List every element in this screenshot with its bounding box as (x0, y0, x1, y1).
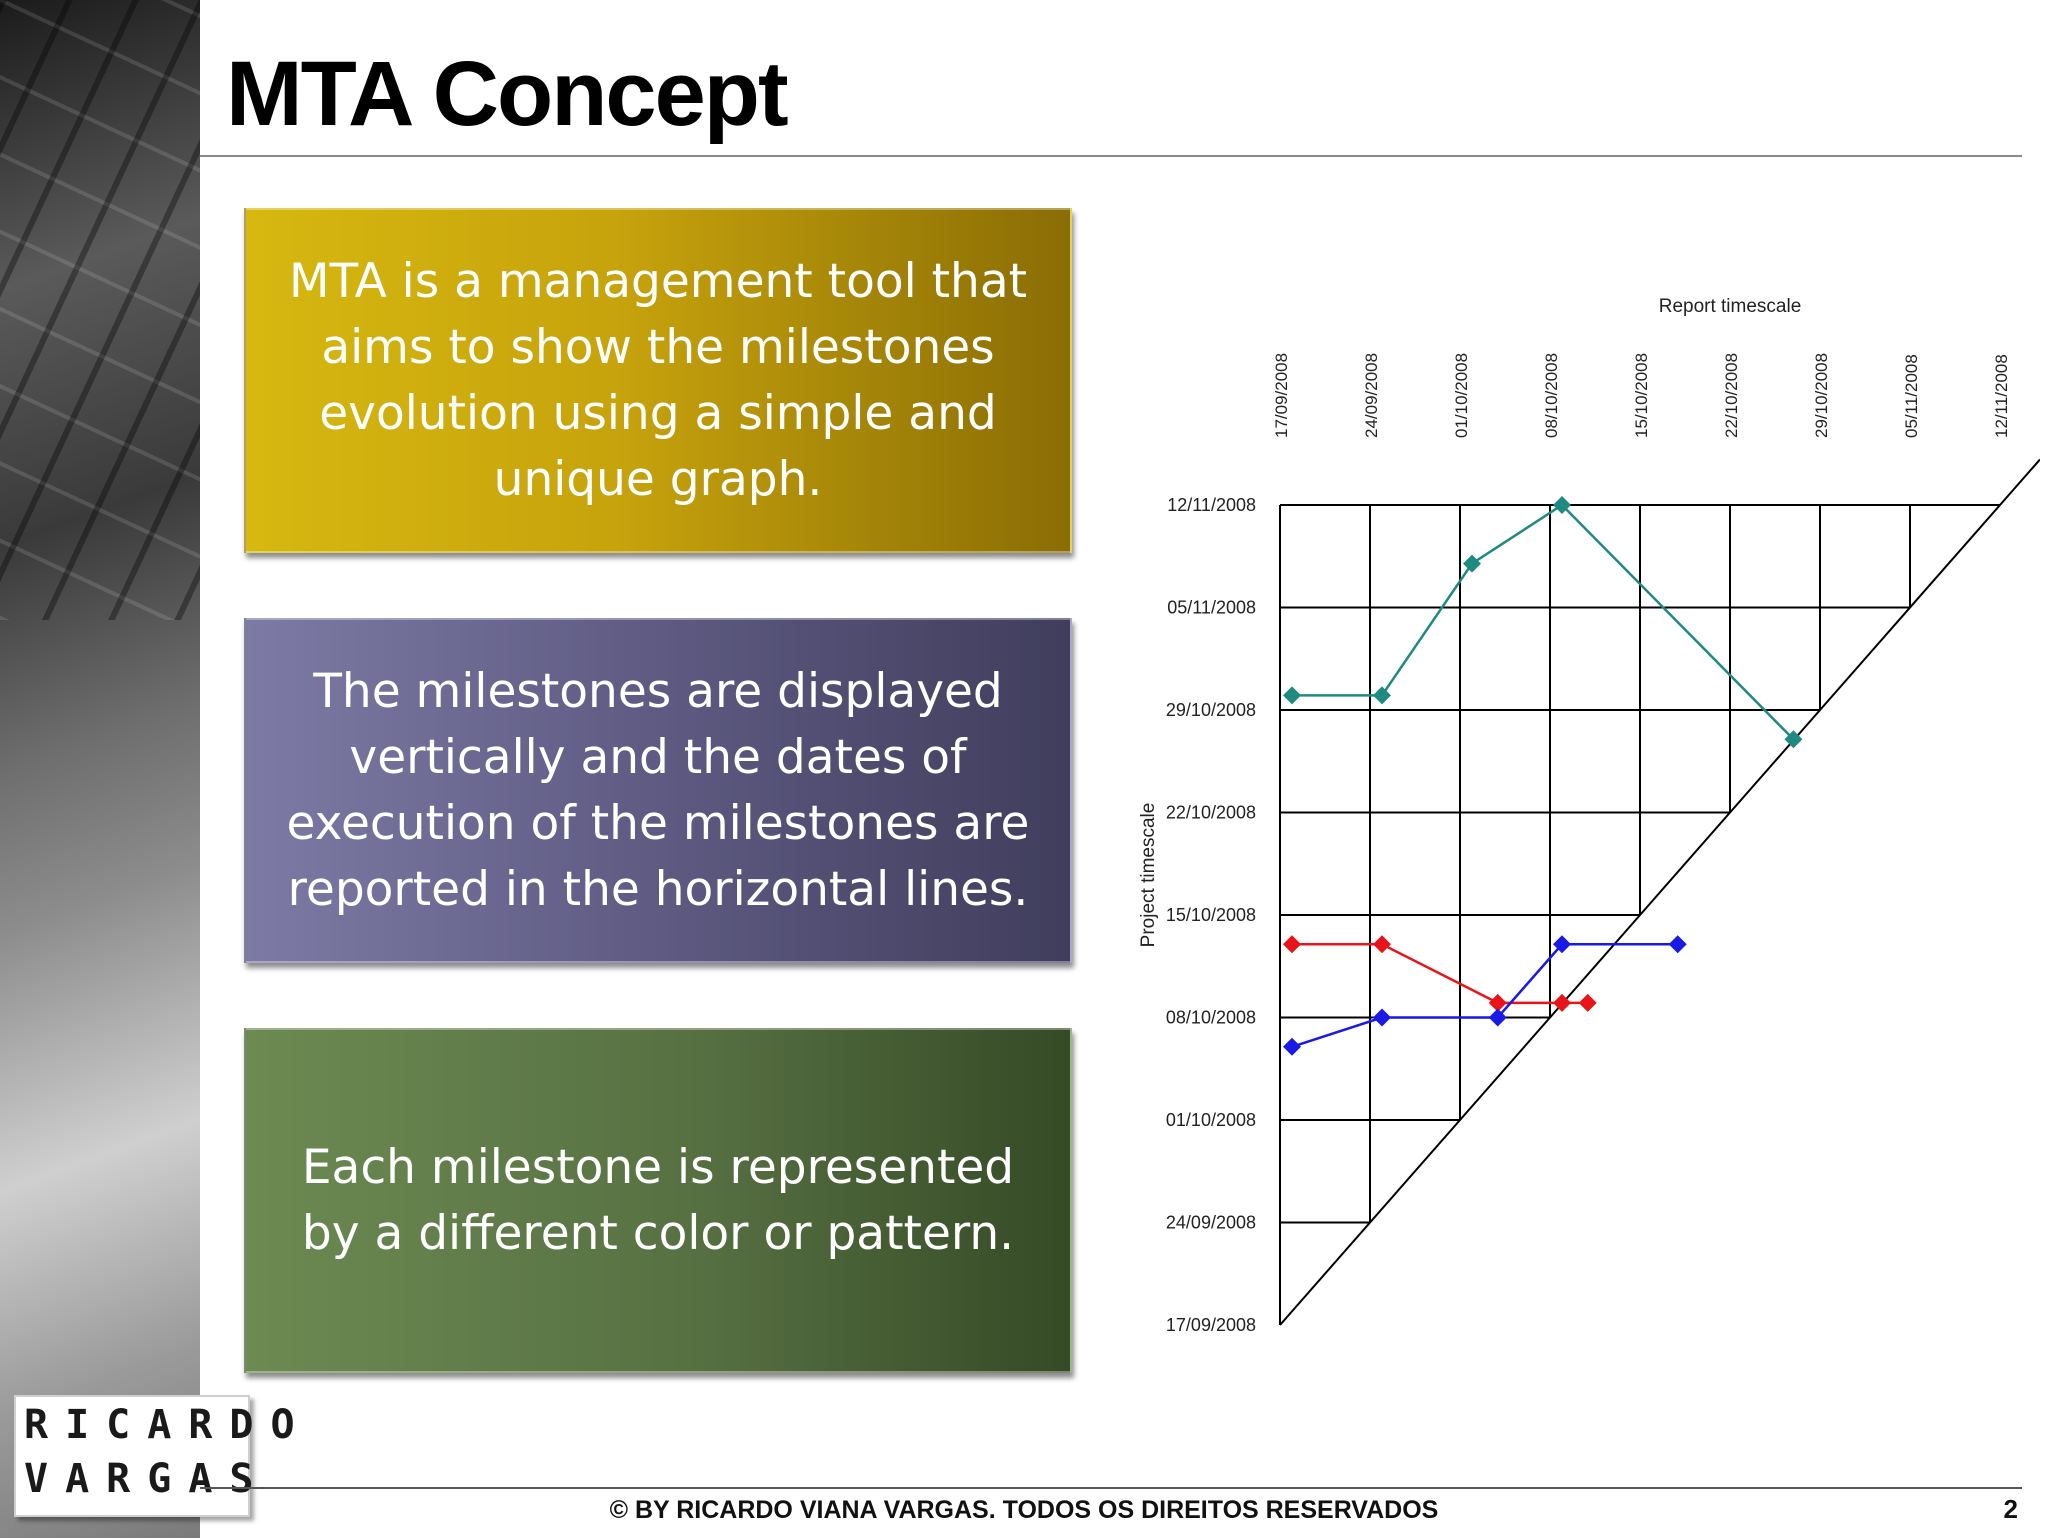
series-point (1283, 686, 1301, 705)
x-tick-label: 15/10/2008 (1632, 353, 1651, 438)
series-point (1283, 935, 1301, 954)
sidebar-keyboard-image (0, 0, 200, 1538)
series-point (1553, 935, 1571, 954)
series-line (1292, 503, 1795, 741)
mta-chart: 17/09/2008 24/09/2008 01/10/2008 08/10/2008… (1138, 296, 2040, 1335)
x-tick-label: 12/11/2008 (1992, 354, 2011, 438)
x-tick-label: 24/09/2008 (1362, 353, 1381, 438)
series-point (1553, 496, 1571, 514)
y-tick-label: 01/10/2008 (1166, 1110, 1256, 1130)
box-line: reported in the horizontal lines. (287, 861, 1029, 917)
x-tick-label: 17/09/2008 (1272, 353, 1291, 438)
box-line: evolution using a simple and (319, 385, 997, 441)
box-line: execution of the milestones are (286, 795, 1030, 851)
x-tick-label: 22/10/2008 (1722, 353, 1741, 438)
series-point (1463, 554, 1481, 573)
info-box-layout-text: The milestones are displayed vertically … (287, 659, 1030, 923)
y-tick-label: 05/11/2008 (1167, 598, 1256, 618)
logo-line-2: VARGAS (24, 1456, 271, 1502)
info-box-definition: MTA is a management tool that aims to sh… (244, 208, 1072, 553)
diagonal-line (1279, 458, 2040, 1326)
box-line: Each milestone is represented (301, 1139, 1015, 1195)
y-tick-label: 29/10/2008 (1166, 700, 1256, 720)
box-line: The milestones are displayed (313, 663, 1003, 719)
x-tick-label: 01/10/2008 (1452, 353, 1471, 438)
page-title: MTA Concept (226, 43, 789, 145)
info-box-milestone-colors-text: Each milestone is represented by a diffe… (302, 1135, 1014, 1267)
series-point (1373, 1008, 1391, 1027)
ricardo-vargas-logo: RICARDO VARGAS (14, 1395, 295, 1517)
series-point (1668, 935, 1687, 954)
y-axis-title: Project timescale (1138, 803, 1159, 948)
x-tick-label: 29/10/2008 (1812, 353, 1831, 438)
series-point (1373, 686, 1391, 705)
info-box-definition-text: MTA is a management tool that aims to sh… (289, 249, 1027, 513)
series-point (1784, 730, 1803, 749)
title-divider (200, 155, 2022, 157)
y-tick-label: 12/11/2008 (1167, 495, 1256, 515)
series-point (1373, 935, 1391, 954)
series-point (1488, 1008, 1507, 1027)
page-number: 2 (2003, 1494, 2018, 1524)
box-line: MTA is a management tool that (288, 253, 1028, 309)
y-tick-label: 08/10/2008 (1166, 1008, 1256, 1028)
x-tick-label: 08/10/2008 (1542, 353, 1561, 438)
box-line: vertically and the dates of (349, 729, 967, 785)
box-line: by a different color or pattern. (301, 1205, 1015, 1261)
series-point (1553, 993, 1571, 1012)
series-point (1283, 1037, 1301, 1056)
series-point (1578, 993, 1597, 1012)
logo-line-1: RICARDO (24, 1402, 312, 1448)
y-tick-label: 17/09/2008 (1166, 1315, 1256, 1335)
y-tick-label: 15/10/2008 (1166, 905, 1256, 925)
footer-copyright: © BY RICARDO VIANA VARGAS. TODOS OS DIRE… (609, 1496, 1439, 1524)
info-box-milestone-colors: Each milestone is represented by a diffe… (244, 1028, 1072, 1373)
series-line (1292, 943, 1588, 1005)
info-box-layout: The milestones are displayed vertically … (244, 618, 1072, 963)
box-line: unique graph. (493, 451, 823, 507)
footer-divider (200, 1487, 2022, 1489)
x-axis-title: Report timescale (1659, 296, 1802, 317)
x-tick-label: 05/11/2008 (1902, 354, 1921, 438)
series-point (1488, 993, 1507, 1012)
y-tick-label: 24/09/2008 (1166, 1213, 1256, 1233)
keyboard-texture (0, 0, 200, 620)
y-tick-label: 22/10/2008 (1166, 803, 1256, 823)
box-line: aims to show the milestones (321, 319, 995, 375)
